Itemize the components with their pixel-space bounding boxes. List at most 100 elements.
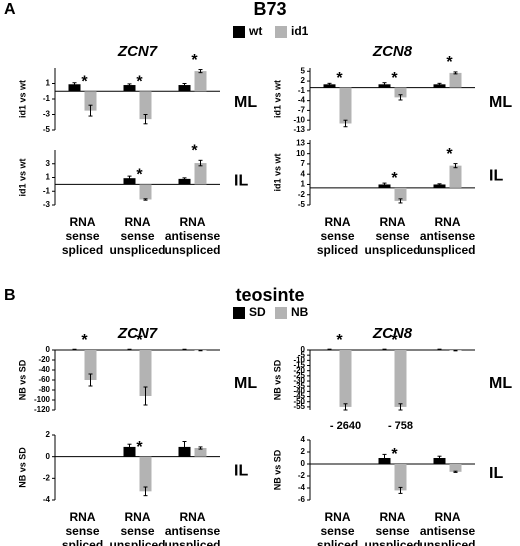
significance-star: * <box>81 332 88 349</box>
y-axis-label: id1 vs wt <box>17 158 27 196</box>
y-tick-label: -4 <box>298 483 306 492</box>
y-axis-label: id1 vs wt <box>272 153 282 191</box>
legend-swatch <box>275 307 287 319</box>
significance-star: * <box>81 73 88 90</box>
y-tick-label: -10 <box>293 115 305 124</box>
bar <box>194 448 207 457</box>
y-tick-label: 0 <box>301 345 306 354</box>
legend-label: wt <box>248 24 262 38</box>
y-tick-label: -13 <box>293 125 305 134</box>
legend-label: id1 <box>291 24 309 38</box>
y-tick-label: 4 <box>301 435 306 444</box>
bar <box>123 446 136 457</box>
y-tick-label: 4 <box>301 169 306 178</box>
y-tick-label: -2 <box>298 471 306 480</box>
bar <box>394 87 407 98</box>
bar-note: - 758 <box>388 420 413 432</box>
y-tick-label: -30 <box>293 376 305 385</box>
bar <box>449 72 462 88</box>
bar-note: - 2640 <box>330 420 361 432</box>
significance-star: * <box>136 73 143 90</box>
significance-star: * <box>391 446 398 463</box>
significance-star: * <box>391 332 398 349</box>
y-tick-label: 0 <box>301 459 306 468</box>
y-tick-label: -55 <box>293 402 305 411</box>
category-label: RNA antisense unspliced <box>419 510 476 546</box>
bar <box>123 178 136 185</box>
bar <box>449 165 462 188</box>
y-tick-label: -35 <box>293 381 305 390</box>
y-tick-label: -1 <box>298 86 306 95</box>
y-tick-label: -50 <box>293 397 305 406</box>
y-tick-label: -40 <box>293 386 305 395</box>
y-tick-label: -60 <box>38 375 50 384</box>
panel-title: B73 <box>253 0 286 19</box>
y-axis-label: id1 vs wt <box>17 80 27 118</box>
significance-star: * <box>336 70 343 87</box>
y-tick-label: -6 <box>298 495 306 504</box>
y-tick-label: -2 <box>43 473 51 482</box>
tissue-label: IL <box>489 168 503 185</box>
y-tick-label: -80 <box>38 385 50 394</box>
gene-title: ZCN8 <box>372 43 413 60</box>
tissue-label: IL <box>489 465 503 482</box>
panel-title: teosinte <box>235 285 304 305</box>
significance-star: * <box>391 70 398 87</box>
gene-title: ZCN7 <box>117 43 158 60</box>
category-label: RNA sense spliced <box>316 510 359 546</box>
y-tick-label: -40 <box>38 365 50 374</box>
bar <box>139 456 152 492</box>
tissue-label: ML <box>489 375 512 392</box>
legend-label: SD <box>249 305 266 319</box>
y-tick-label: -5 <box>298 200 306 209</box>
y-axis-label: NB vs SD <box>272 359 282 400</box>
y-tick-label: 0 <box>46 345 51 354</box>
category-label: RNA antisense unspliced <box>164 215 221 257</box>
y-tick-label: -2 <box>298 190 306 199</box>
category-label: RNA sense unspliced <box>109 510 166 546</box>
bar <box>178 178 191 185</box>
significance-star: * <box>191 143 198 160</box>
y-tick-label: 10 <box>296 149 305 158</box>
y-tick-label: 2 <box>301 76 306 85</box>
y-tick-label: -7 <box>298 106 306 115</box>
significance-star: * <box>136 439 143 456</box>
bar <box>339 350 352 407</box>
bar <box>123 85 136 92</box>
bar <box>178 85 191 92</box>
y-tick-label: -3 <box>43 110 51 119</box>
y-tick-label: 7 <box>301 159 306 168</box>
y-tick-label: 3 <box>46 159 51 168</box>
category-label: RNA sense unspliced <box>109 215 166 257</box>
legend-swatch <box>233 26 245 38</box>
tissue-label: IL <box>234 463 248 480</box>
y-tick-label: -1 <box>43 94 51 103</box>
tissue-label: ML <box>489 94 512 111</box>
y-tick-label: -100 <box>34 395 51 404</box>
tissue-label: ML <box>234 375 257 392</box>
y-tick-label: -120 <box>34 405 51 414</box>
category-label: RNA antisense unspliced <box>164 510 221 546</box>
category-label: RNA sense spliced <box>61 215 104 257</box>
bar <box>139 350 152 396</box>
bar <box>194 71 207 92</box>
bar <box>394 187 407 201</box>
panel-label: A <box>4 1 16 18</box>
panel-label: B <box>4 287 16 304</box>
significance-star: * <box>136 332 143 349</box>
y-axis-label: NB vs SD <box>272 449 282 490</box>
y-tick-label: -20 <box>38 355 50 364</box>
category-label: RNA sense unspliced <box>364 510 421 546</box>
y-tick-label: 1 <box>46 173 51 182</box>
bar <box>433 84 446 88</box>
y-tick-label: -15 <box>293 361 305 370</box>
bar <box>339 87 352 124</box>
y-axis-label: NB vs SD <box>17 359 27 400</box>
y-tick-label: 0 <box>46 452 51 461</box>
significance-star: * <box>446 54 453 71</box>
y-axis-label: NB vs SD <box>17 447 27 488</box>
legend-swatch <box>233 307 245 319</box>
bar <box>394 350 407 407</box>
significance-star: * <box>336 332 343 349</box>
